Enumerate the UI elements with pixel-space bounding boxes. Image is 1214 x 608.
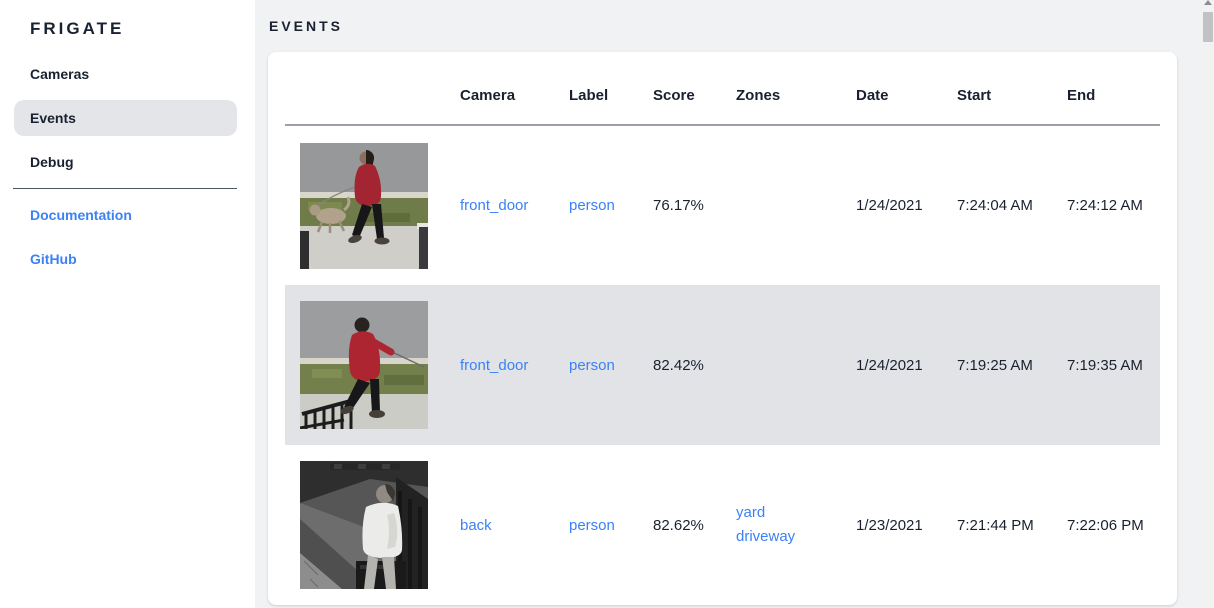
sidebar-link-github[interactable]: GitHub xyxy=(14,241,237,277)
sidebar-divider xyxy=(13,188,237,189)
column-header-zones: Zones xyxy=(736,52,856,126)
event-label-cell: person xyxy=(569,125,653,285)
event-date-cell: 1/23/2021 xyxy=(856,516,923,534)
column-header-thumbnail xyxy=(285,52,460,126)
event-start-cell: 7:24:04 AM xyxy=(957,197,1033,214)
event-row[interactable]: back person 82.62% yard driveway 1/23/20… xyxy=(285,445,1160,605)
column-header-date: Date xyxy=(856,52,957,126)
event-end-cell: 7:24:12 AM xyxy=(1067,197,1143,214)
column-header-label: Label xyxy=(569,52,653,126)
sidebar-link-label: GitHub xyxy=(30,251,77,267)
event-thumbnail-image[interactable] xyxy=(300,301,428,429)
scrollbar-thumb[interactable] xyxy=(1203,12,1213,42)
camera-link[interactable]: back xyxy=(460,516,492,534)
sidebar-link-documentation[interactable]: Documentation xyxy=(14,197,237,233)
event-end-cell: 7:19:35 AM xyxy=(1067,356,1143,374)
sidebar-item-debug[interactable]: Debug xyxy=(14,144,237,180)
sidebar-link-label: Documentation xyxy=(30,207,132,223)
sidebar-item-label: Events xyxy=(30,110,76,126)
event-end-cell: 7:22:06 PM xyxy=(1067,516,1144,534)
event-thumbnail-cell xyxy=(285,125,460,285)
event-row[interactable]: front_door person 82.42% 1/24/2021 7:19:… xyxy=(285,285,1160,445)
label-link[interactable]: person xyxy=(569,197,615,214)
label-link[interactable]: person xyxy=(569,356,615,374)
event-label-cell: person xyxy=(569,445,653,605)
event-zones-cell xyxy=(736,125,856,285)
event-camera-cell: back xyxy=(460,445,569,605)
event-thumbnail-cell xyxy=(285,445,460,605)
event-date-cell: 1/24/2021 xyxy=(856,356,923,374)
sidebar: FRIGATE Cameras Events Debug Documentati… xyxy=(0,0,255,608)
events-table: Camera Label Score Zones Date Start End xyxy=(285,52,1160,605)
vertical-scrollbar[interactable] xyxy=(1202,0,1214,608)
column-header-camera: Camera xyxy=(460,52,569,126)
event-zones-cell xyxy=(736,285,856,445)
camera-link[interactable]: front_door xyxy=(460,356,529,374)
event-thumbnail-image[interactable] xyxy=(300,461,428,589)
event-score-cell: 82.62% xyxy=(653,516,704,534)
sidebar-item-label: Debug xyxy=(30,154,74,170)
event-start-cell: 7:21:44 PM xyxy=(957,516,1034,534)
zone-link[interactable]: yard xyxy=(736,504,766,521)
column-header-end: End xyxy=(1067,52,1160,126)
event-score-cell: 82.42% xyxy=(653,356,704,374)
event-score-cell: 76.17% xyxy=(653,197,704,214)
scrollbar-up-arrow-icon[interactable] xyxy=(1204,0,1212,5)
page-title: EVENTS xyxy=(269,18,344,34)
sidebar-nav: Cameras Events Debug Documentation GitHu… xyxy=(0,40,255,277)
main-content: EVENTS Camera Label Score Zones Date Sta… xyxy=(255,0,1214,608)
sidebar-item-label: Cameras xyxy=(30,66,90,82)
event-date-cell: 1/24/2021 xyxy=(856,197,923,214)
event-camera-cell: front_door xyxy=(460,285,569,445)
event-label-cell: person xyxy=(569,285,653,445)
zone-link[interactable]: driveway xyxy=(736,528,796,545)
event-camera-cell: front_door xyxy=(460,125,569,285)
events-card: Camera Label Score Zones Date Start End xyxy=(268,52,1177,605)
sidebar-item-cameras[interactable]: Cameras xyxy=(14,56,237,92)
column-header-score: Score xyxy=(653,52,736,126)
event-start-cell: 7:19:25 AM xyxy=(957,356,1033,374)
event-thumbnail-image[interactable] xyxy=(300,142,428,269)
label-link[interactable]: person xyxy=(569,516,615,534)
event-row[interactable]: front_door person 76.17% 1/24/2021 7:24:… xyxy=(285,125,1160,285)
camera-link[interactable]: front_door xyxy=(460,197,529,214)
event-zones-cell: yard driveway xyxy=(736,445,856,605)
column-header-start: Start xyxy=(957,52,1067,126)
app-logo: FRIGATE xyxy=(30,19,125,38)
table-header-row: Camera Label Score Zones Date Start End xyxy=(285,52,1160,126)
sidebar-item-events[interactable]: Events xyxy=(14,100,237,136)
event-thumbnail-cell xyxy=(285,285,460,445)
